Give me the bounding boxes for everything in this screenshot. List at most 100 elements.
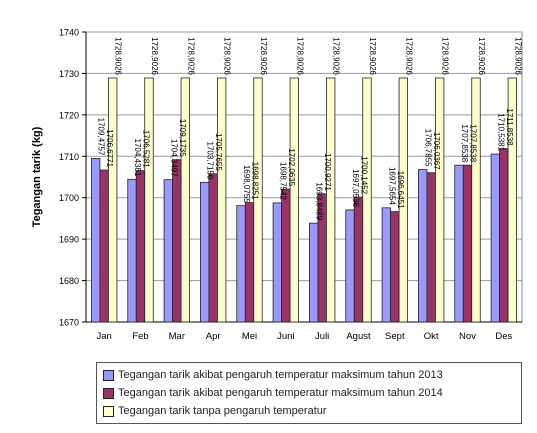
bar-juni-series-2: [281, 188, 291, 323]
x-tick-label: Nov: [459, 331, 476, 342]
data-label: 1728,9026: [477, 37, 486, 75]
data-label: 1728,9026: [513, 37, 522, 75]
bars: [91, 77, 517, 323]
data-label: 1706,0367: [432, 132, 441, 170]
data-label: 1728,9026: [295, 37, 304, 75]
x-tick-label: Sept: [385, 331, 405, 342]
bar-apr-series-3: [217, 77, 227, 323]
bar-mei-series-2: [244, 202, 255, 323]
bar-juli-series-3: [326, 77, 336, 323]
data-label: 1707,8538: [460, 124, 469, 162]
bar-agust-series-1: [345, 209, 355, 323]
y-axis-title: Tegangan tarik (kg): [31, 126, 43, 227]
x-tick-label: Apr: [206, 331, 221, 342]
bar-mar-series-1: [163, 179, 173, 323]
bar-nov-series-3: [471, 77, 481, 323]
y-tick-label: 1680: [59, 276, 79, 286]
y-tick-label: 1670: [59, 318, 79, 328]
data-label: 1710,5381: [496, 113, 505, 151]
data-label: 1698,8251: [251, 162, 260, 200]
bar-mei-series-1: [236, 205, 246, 323]
bar-sept-series-3: [398, 77, 408, 323]
data-label: 1728,9026: [186, 37, 195, 75]
axes: 1670 1680 1690 1700 1710 1720 1730 1740 Jan Feb Ma…: [59, 28, 522, 342]
bar-juli-series-1: [309, 222, 319, 323]
x-tick-label: Juni: [277, 331, 294, 342]
bar-apr-series-2: [208, 173, 218, 323]
data-label: 1709,1735: [178, 119, 187, 157]
data-label: 1700,1452: [360, 156, 369, 194]
data-label: 1728,9026: [404, 37, 413, 75]
data-label: 1728,9026: [441, 37, 450, 75]
bar-juni-series-3: [289, 77, 299, 323]
bar-sept-series-2: [390, 211, 400, 323]
data-label: 1706,7855: [424, 129, 433, 167]
data-label: 1728,9026: [114, 37, 123, 75]
data-label: 1697,0536: [351, 169, 360, 207]
data-label: 1696,6451: [396, 171, 405, 209]
bar-jan-series-3: [108, 77, 118, 323]
data-label: 1707,8538: [469, 124, 478, 162]
legend-item-2014: Tegangan tarik akibat pengaruh temperatu…: [103, 384, 515, 402]
y-tick-label: 1720: [59, 110, 79, 120]
bar-agust-series-3: [362, 77, 372, 323]
data-label: 1706,6771: [105, 129, 114, 167]
bar-feb-series-2: [135, 170, 146, 323]
data-label: 1728,9026: [332, 37, 341, 75]
data-label: 1703,7156: [206, 141, 215, 179]
legend-label-2013: Tegangan tarik akibat pengaruh temperatu…: [118, 369, 443, 381]
data-label: 1693,8489: [315, 182, 324, 220]
x-tick-label: Agust: [346, 331, 371, 342]
x-tick-label: Mei: [242, 331, 257, 342]
data-label: 1728,9026: [259, 37, 268, 75]
bar-okt-series-2: [426, 172, 436, 323]
bar-jan-series-1: [91, 158, 101, 323]
data-label: 1702,0635: [287, 148, 296, 186]
x-tick-label: Jan: [97, 331, 112, 342]
bar-okt-series-1: [418, 169, 428, 323]
y-tick-label: 1740: [59, 28, 79, 38]
gridlines: [86, 31, 522, 282]
bar-feb-series-3: [144, 77, 154, 323]
data-label: 1700,9271: [323, 153, 332, 191]
data-label: 1706,5281: [142, 130, 151, 168]
data-label: 1728,9026: [368, 37, 377, 75]
legend-label-no-temperature: Tegangan tarik tanpa pengaruh temperatur: [118, 405, 327, 417]
legend-item-2013: Tegangan tarik akibat pengaruh temperatu…: [103, 366, 515, 384]
bar-des-series-1: [490, 153, 500, 323]
data-label: 1697,5654: [387, 167, 396, 205]
legend-label-2014: Tegangan tarik akibat pengaruh temperatu…: [118, 387, 443, 399]
bar-mei-series-3: [253, 77, 263, 323]
bar-des-series-3: [507, 77, 517, 323]
x-tick-label: Des: [495, 331, 512, 342]
y-tick-label: 1710: [59, 152, 79, 162]
legend: Tegangan tarik akibat pengaruh temperatu…: [96, 362, 522, 424]
legend-item-no-temperature: Tegangan tarik tanpa pengaruh temperatur: [103, 402, 515, 420]
y-tick-label: 1730: [59, 69, 79, 79]
legend-swatch-2013: [103, 369, 114, 381]
bar-jan-series-2: [99, 169, 109, 323]
bar-okt-series-3: [435, 77, 445, 323]
data-label: 1704,4381: [133, 138, 142, 176]
x-tick-label: Juli: [315, 331, 329, 342]
bar-feb-series-1: [127, 178, 137, 323]
x-tick-label: Mar: [169, 331, 185, 342]
bar-des-series-2: [499, 148, 509, 323]
data-label: 1698,0755: [242, 165, 251, 203]
data-label: 1728,9026: [150, 37, 159, 75]
bar-mar-series-3: [180, 77, 190, 323]
bar-agust-series-2: [353, 196, 364, 323]
y-tick-label: 1700: [59, 193, 79, 203]
bar-nov-series-1: [454, 164, 464, 323]
legend-swatch-no-temperature: [103, 405, 114, 417]
bar-apr-series-1: [200, 181, 210, 323]
bar-nov-series-2: [462, 164, 473, 323]
data-label: 1704,3497: [169, 139, 178, 177]
data-label: 1709,4757: [97, 118, 106, 156]
x-tick-label: Okt: [424, 331, 439, 342]
y-tick-label: 1690: [59, 235, 79, 245]
x-tick-label: Feb: [132, 331, 148, 342]
